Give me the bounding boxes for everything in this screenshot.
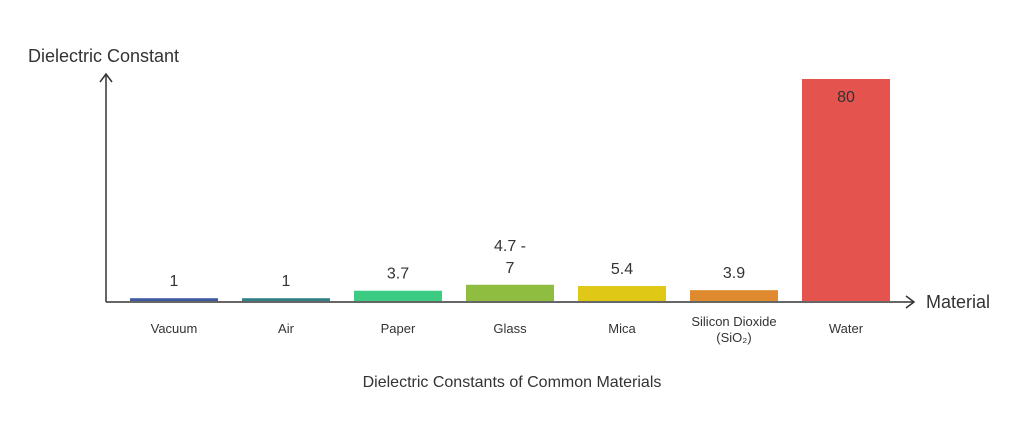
- category-label-4: Mica: [608, 321, 636, 336]
- category-label-6: Water: [829, 321, 864, 336]
- bar-2: [354, 290, 442, 301]
- x-axis-title: Material: [926, 292, 990, 312]
- value-label-6: 80: [837, 89, 855, 106]
- bar-5: [690, 290, 778, 301]
- bar-1: [242, 298, 330, 301]
- bar-0: [130, 298, 218, 301]
- bar-6: [802, 79, 890, 301]
- category-label-5: Silicon Dioxide (SiO₂): [691, 314, 776, 345]
- chart-title: Dielectric Constants of Common Materials: [363, 374, 662, 391]
- bar-4: [578, 286, 666, 301]
- bar-3: [466, 284, 554, 301]
- category-label-0: Vacuum: [151, 321, 198, 336]
- category-label-2: Paper: [381, 321, 416, 336]
- y-axis-arrowhead: [99, 72, 113, 83]
- value-label-5: 3.9: [723, 265, 745, 282]
- value-label-0: 1: [170, 273, 179, 290]
- value-label-1: 1: [282, 273, 291, 290]
- y-axis-title: Dielectric Constant: [28, 46, 179, 66]
- value-label-2: 3.7: [387, 266, 409, 283]
- x-axis-arrowhead: [905, 295, 916, 309]
- value-label-4: 5.4: [611, 261, 633, 278]
- value-label-3: 4.7 -7: [494, 238, 526, 277]
- category-label-1: Air: [278, 321, 295, 336]
- category-label-3: Glass: [493, 321, 527, 336]
- bars-group: 1 Vacuum 1 Air 3.7 Paper 4.7 -7 Glass 5.4 Mica 3.9…: [130, 79, 890, 345]
